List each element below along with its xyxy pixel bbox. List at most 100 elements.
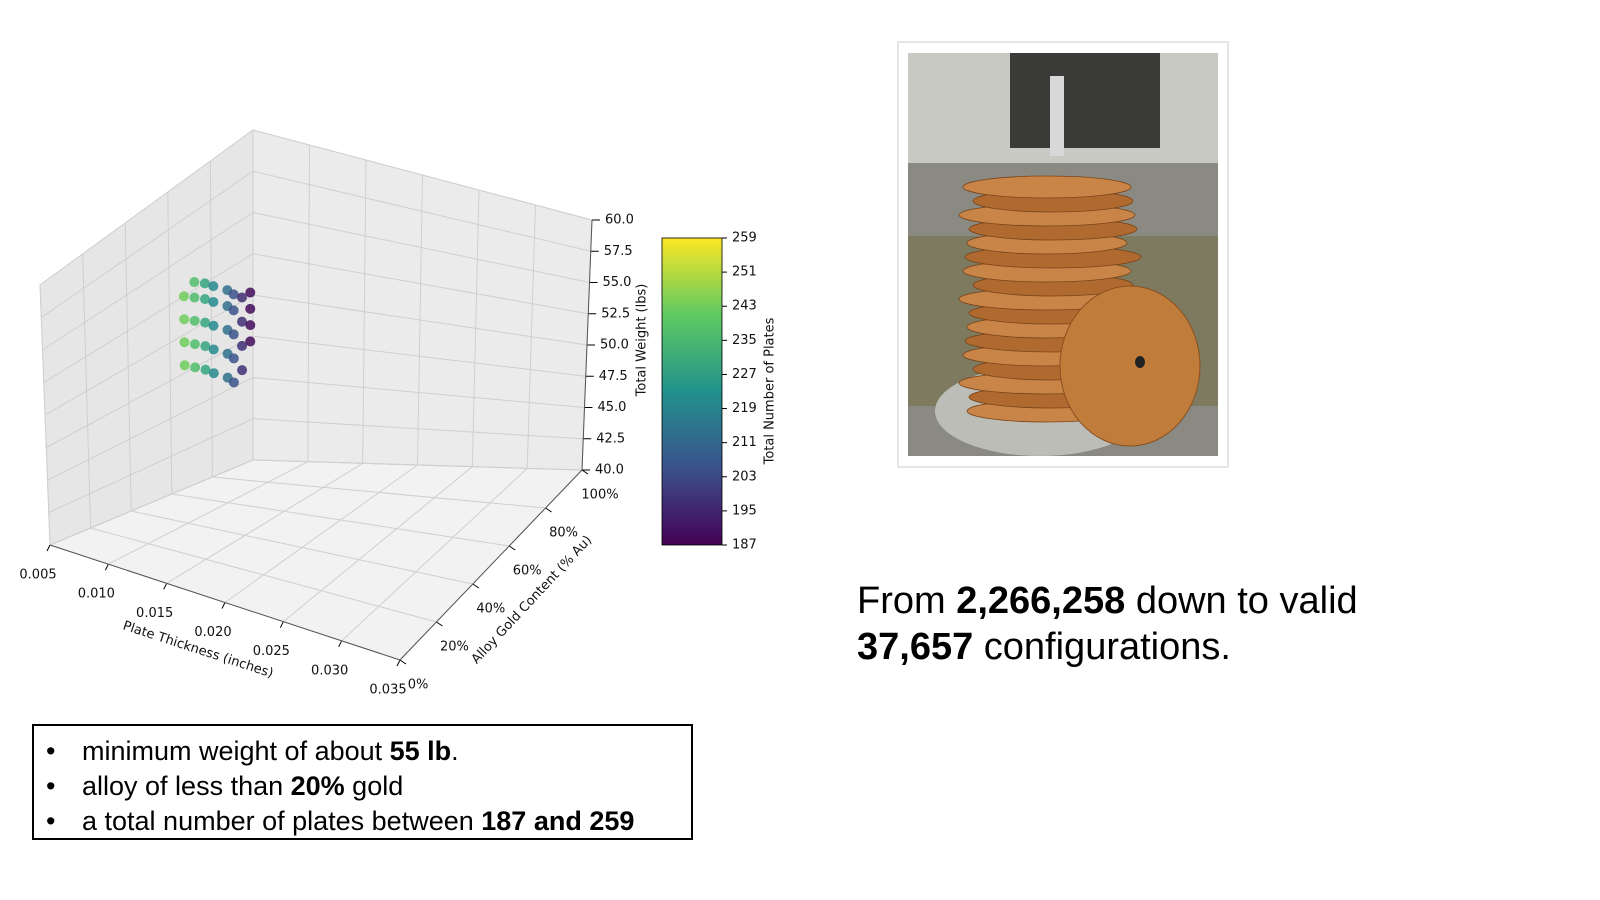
point	[190, 362, 201, 373]
grid-line	[131, 510, 473, 585]
x-axis-line	[49, 544, 401, 661]
grid-line	[252, 335, 586, 377]
x-tick	[338, 640, 343, 648]
grid-line	[252, 129, 593, 221]
point	[208, 368, 219, 379]
z-tick-label: 60.0	[605, 213, 634, 228]
grid-line	[39, 129, 254, 286]
summary: From 2,266,258 down to valid 37,657 confi…	[857, 578, 1358, 670]
grid-line	[48, 418, 254, 513]
text: a total number of plates between	[82, 806, 482, 836]
x-tick-label: 0.005	[19, 568, 56, 583]
y-tick	[508, 545, 516, 551]
grid-line	[252, 212, 590, 283]
z-tick-label: 57.5	[604, 244, 633, 259]
point	[245, 336, 256, 347]
y-tick	[545, 507, 552, 513]
point	[208, 281, 219, 292]
bold-text: 2,266,258	[956, 580, 1126, 622]
grid-line	[252, 253, 589, 315]
point	[228, 353, 239, 364]
colorbar-tick-label: 203	[732, 469, 757, 484]
point	[237, 340, 248, 351]
y-tick	[581, 469, 589, 475]
panes	[39, 129, 593, 661]
x-tick	[163, 583, 168, 590]
z-tick-label: 40.0	[595, 463, 624, 478]
x-tick	[221, 602, 226, 609]
grid-line	[252, 294, 588, 346]
bullet: a total number of plates between 187 and…	[46, 804, 691, 839]
colorbar-tick-label: 235	[732, 333, 757, 348]
y-tick	[436, 621, 443, 627]
point	[245, 287, 256, 298]
point	[208, 344, 219, 355]
grid-line	[44, 294, 254, 416]
point	[208, 320, 219, 331]
x-tick	[46, 544, 51, 552]
grid-line	[46, 335, 254, 448]
z-tick-label: 55.0	[603, 275, 632, 290]
colorbar	[661, 237, 723, 546]
summary-line: 37,657 configurations.	[857, 624, 1358, 670]
colorbar-tick-label: 251	[732, 265, 757, 280]
point	[189, 315, 200, 326]
summary-line: From 2,266,258 down to valid	[857, 578, 1358, 624]
point	[200, 317, 211, 328]
point	[179, 337, 190, 348]
text: .	[451, 736, 459, 766]
z-axis-line	[581, 219, 593, 471]
x-tick-label: 0.030	[311, 663, 348, 678]
point	[236, 316, 247, 327]
bullet-list: minimum weight of about 55 lb.alloy of l…	[34, 734, 691, 839]
grid-line	[49, 459, 254, 546]
point	[228, 289, 239, 300]
colorbar-tick-label: 243	[732, 299, 757, 314]
colorbar-tick-label: 259	[732, 231, 757, 246]
grid	[39, 129, 600, 667]
photo	[897, 41, 1229, 468]
grid-line	[252, 377, 585, 408]
photo-rod	[1050, 76, 1064, 156]
y-tick-label: 80%	[549, 526, 578, 541]
z-tick-label: 45.0	[598, 400, 627, 415]
x-tick-label: 0.035	[369, 683, 406, 698]
bold-text: 20%	[290, 771, 345, 801]
z-tick-label: 47.5	[599, 369, 628, 384]
point	[189, 292, 200, 303]
y-tick	[472, 583, 480, 589]
y-axis-line	[399, 469, 583, 661]
grid-line	[43, 253, 254, 383]
grid-line	[252, 459, 583, 471]
grid-line	[47, 377, 254, 481]
grid-line	[42, 212, 254, 351]
point	[199, 294, 210, 305]
grid-line	[166, 462, 363, 584]
bullet-box: minimum weight of about 55 lb.alloy of l…	[32, 724, 693, 840]
grid-line	[252, 170, 591, 252]
z-tick-label: 52.5	[601, 306, 630, 321]
points	[178, 277, 256, 388]
point	[228, 305, 239, 316]
z-axis-label: Total Weight (lbs)	[635, 284, 650, 398]
colorbar-tick-label: 219	[732, 401, 757, 416]
point	[208, 296, 219, 307]
x-tick-label: 0.010	[78, 587, 115, 602]
colorbar-tick-label: 227	[732, 367, 757, 382]
x-tick-label: 0.020	[194, 625, 231, 640]
photo-disc-hole	[1135, 356, 1145, 368]
point	[237, 365, 248, 376]
bullet: alloy of less than 20% gold	[46, 769, 691, 804]
point	[245, 320, 256, 331]
x-tick	[396, 659, 401, 667]
bold-text: 187 and 259	[481, 806, 635, 836]
x-tick-label: 0.015	[136, 606, 173, 621]
grid-line	[108, 461, 309, 565]
grid-line	[283, 466, 473, 623]
colorbar-tick-label: 211	[732, 435, 757, 450]
z-tick-label: 42.5	[596, 431, 625, 446]
text: alloy of less than	[82, 771, 291, 801]
photo-machine	[1010, 53, 1160, 148]
x-tick	[279, 621, 284, 628]
